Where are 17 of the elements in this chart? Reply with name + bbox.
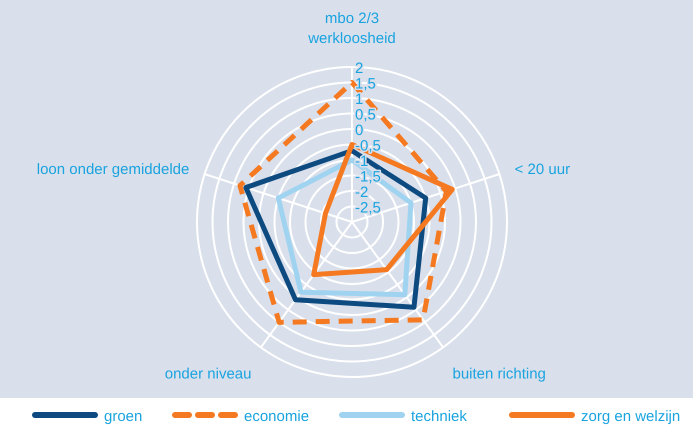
y-tick-label: -1,5 — [355, 168, 381, 186]
y-tick-label: -2,5 — [355, 200, 381, 216]
y-tick-label: 1 — [355, 91, 364, 108]
legend-label: economie — [244, 408, 310, 425]
legend-label: zorg en welzijn — [581, 408, 680, 425]
spoke-label: mbo 2/3 werkloosheid — [307, 10, 396, 47]
legend-label: groen — [104, 408, 142, 425]
spoke-label: < 20 uur — [514, 161, 570, 178]
y-tick-label: 0 — [355, 122, 364, 139]
y-tick-label: -2 — [355, 184, 368, 201]
spoke-label: loon onder gemiddelde — [36, 161, 190, 178]
y-tick-label: 1,5 — [355, 76, 376, 92]
y-tick-label: 2 — [355, 60, 364, 77]
y-tick-label: 0,5 — [355, 106, 376, 124]
legend-label: techniek — [411, 408, 468, 425]
spoke-label: buiten richting — [452, 365, 546, 382]
spoke-label: onder niveau — [164, 365, 252, 382]
